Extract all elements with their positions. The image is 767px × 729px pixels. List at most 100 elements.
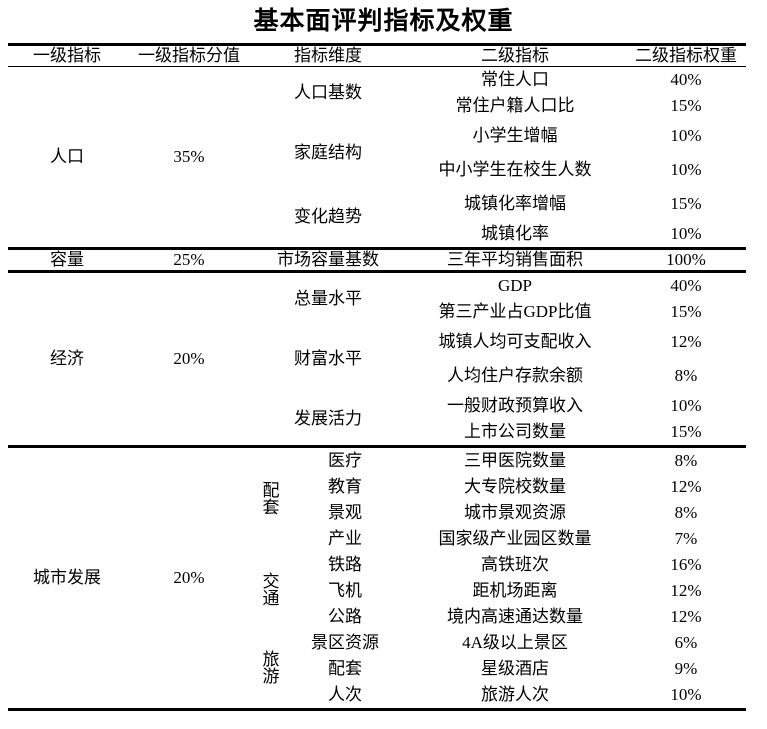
subblock-label-amenities: 配 套 医疗教育景观产业: [252, 448, 404, 552]
subblock-label-tourism: 旅 游 景区资源 配套 人次: [252, 630, 404, 708]
section-rule-capacity-economy: [8, 270, 746, 274]
level2-weight: 8%: [674, 451, 698, 471]
table-row: 财富水平 城镇人均可支配收入 12%: [8, 325, 746, 368]
table-row: 大专院校数量 12%: [8, 474, 746, 500]
table-row: 国家级产业园区数量 7%: [8, 526, 746, 552]
section-rule-economy-urban: [8, 445, 746, 449]
dimension-name: 发展活力: [294, 409, 362, 429]
level2-weight: 12%: [670, 581, 702, 601]
level2-indicator: 第三产业占GDP比值: [438, 302, 592, 322]
level2-indicator: 城市景观资源: [464, 503, 566, 523]
level2-weight: 100%: [666, 250, 706, 270]
level1-name: 经济: [50, 349, 84, 369]
dimension-name: 公路: [328, 607, 362, 627]
level2-indicator: 旅游人次: [481, 685, 549, 705]
level2-weight: 15%: [670, 302, 702, 322]
dimension-name: 景观: [328, 503, 362, 523]
level2-indicator: 城镇人均可支配收入: [438, 332, 592, 352]
level2-indicator: 小学生增幅: [472, 126, 558, 146]
level2-weight: 10%: [670, 685, 702, 705]
table-bottom-rule: [8, 708, 746, 712]
level2-weight: 7%: [674, 529, 698, 549]
level2-weight: 6%: [674, 633, 698, 653]
table-row: 星级酒店 9%: [8, 656, 746, 682]
table-row: 城市发展 20% 配 套 医疗教育景观产业 三甲医院数量 8%: [8, 448, 746, 587]
level2-indicator: 三甲医院数量: [464, 451, 566, 471]
table-row: 人口 35% 人口基数 常住人口 40%: [8, 67, 746, 166]
section-population: 人口 35% 人口基数 常住人口 40% 常住户籍人口比 15% 家庭结构 小学…: [8, 67, 746, 247]
level2-weight: 12%: [670, 477, 702, 497]
column-header-level2: 二级指标: [481, 46, 549, 66]
level2-indicator: GDP: [497, 276, 532, 296]
level2-indicator: 星级酒店: [481, 659, 549, 679]
section-urban-development: 城市发展 20% 配 套 医疗教育景观产业 三甲医院数量 8% 大专院校数量 1…: [8, 448, 746, 708]
table-header: 一级指标 一级指标分值 指标维度 二级指标 二级指标权重: [8, 46, 746, 66]
level1-score: 25%: [173, 250, 205, 270]
table-row: 境内高速通达数量 12%: [8, 604, 746, 630]
level2-indicator: 距机场距离: [472, 581, 558, 601]
header-bottom-rule: [8, 66, 746, 68]
table-row: 常住户籍人口比 15%: [8, 93, 746, 119]
dimension-name: 财富水平: [294, 349, 362, 369]
table-row: 旅 游 景区资源 配套 人次 4A级以上景区 6%: [8, 630, 746, 704]
level2-indicator: 境内高速通达数量: [447, 607, 583, 627]
dimension-name: 市场容量基数: [277, 250, 379, 270]
table-row: 变化趋势 城镇化率增幅 15%: [8, 187, 746, 226]
dimension-name: 铁路: [328, 555, 362, 575]
section-economy: 经济 20% 总量水平 GDP 40% 第三产业占GDP比值 15% 财富水平 …: [8, 273, 746, 445]
level1-score: 35%: [173, 147, 205, 167]
dimension-name: 产业: [328, 529, 362, 549]
table-row: 城镇化率 10%: [8, 221, 746, 247]
section-rule-population-capacity: [8, 247, 746, 251]
table-row: 发展活力 一般财政预算收入 10%: [8, 393, 746, 428]
level1-name: 城市发展: [33, 568, 101, 588]
column-header-level1-score: 一级指标分值: [138, 46, 240, 66]
table-top-rule: [8, 43, 746, 47]
level2-weight: 40%: [670, 70, 702, 90]
level2-weight: 40%: [670, 276, 702, 296]
table-row: 容量 25% 市场容量基数 三年平均销售面积 100%: [8, 250, 746, 270]
table-row: 旅游人次 10%: [8, 682, 746, 708]
level2-weight: 10%: [670, 396, 702, 416]
dimension-name: 变化趋势: [294, 207, 362, 227]
dimension-name: 人次: [328, 685, 362, 705]
table-row: 城市景观资源 8%: [8, 500, 746, 526]
level1-name: 容量: [50, 250, 84, 270]
column-header-level1: 一级指标: [33, 46, 101, 66]
level2-weight: 9%: [674, 659, 698, 679]
level2-weight: 16%: [670, 555, 702, 575]
level2-weight: 15%: [670, 96, 702, 116]
indicator-weight-table: 一级指标 一级指标分值 指标维度 二级指标 二级指标权重 人口 35% 人口基数…: [8, 43, 746, 712]
level2-indicator: 大专院校数量: [464, 477, 566, 497]
dimension-name: 人口基数: [294, 83, 362, 103]
dimension-name: 总量水平: [294, 289, 362, 309]
table-row: 中小学生在校生人数 10%: [8, 153, 746, 187]
table-row: 人均住户存款余额 8%: [8, 359, 746, 393]
dimension-name: 医疗: [328, 451, 362, 471]
level2-indicator: 一般财政预算收入: [447, 396, 583, 416]
level2-weight: 15%: [670, 194, 702, 214]
level2-weight: 10%: [670, 224, 702, 244]
table-row: 家庭结构 小学生增幅 10%: [8, 119, 746, 162]
level2-indicator: 高铁班次: [481, 555, 549, 575]
section-capacity: 容量 25% 市场容量基数 三年平均销售面积 100%: [8, 250, 746, 270]
level2-indicator: 人均住户存款余额: [447, 366, 583, 386]
level2-indicator: 常住户籍人口比: [455, 96, 575, 116]
level2-weight: 10%: [670, 126, 702, 146]
column-header-dimension: 指标维度: [294, 46, 362, 66]
table-row: 经济 20% 总量水平 GDP 40%: [8, 273, 746, 368]
dimension-name: 景区资源: [311, 633, 379, 653]
table-row: 上市公司数量 15%: [8, 419, 746, 445]
dimension-name: 飞机: [328, 581, 362, 601]
level2-weight: 8%: [674, 366, 698, 386]
dimension-name: 教育: [328, 477, 362, 497]
level2-weight: 8%: [674, 503, 698, 523]
level2-weight: 12%: [670, 607, 702, 627]
vertical-label: 配 套: [262, 481, 280, 518]
level1-score: 20%: [173, 568, 205, 588]
level2-indicator: 三年平均销售面积: [447, 250, 583, 270]
subblock-label-transport: 交 通 铁路 飞机 公路: [252, 552, 404, 630]
column-header-level2-weight: 二级指标权重: [635, 46, 737, 66]
level2-weight: 12%: [670, 332, 702, 352]
